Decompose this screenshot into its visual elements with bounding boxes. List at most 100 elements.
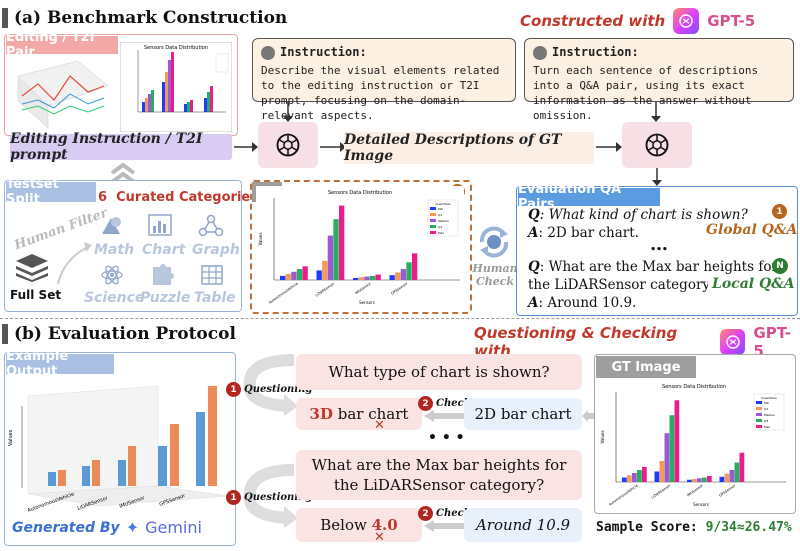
bar bbox=[280, 275, 286, 280]
bar bbox=[627, 475, 632, 482]
bar bbox=[296, 269, 303, 280]
bar bbox=[692, 479, 697, 482]
bar bbox=[654, 471, 660, 482]
bar bbox=[659, 461, 665, 482]
svg-text:Sensors Data Distribution: Sensors Data Distribution bbox=[144, 45, 208, 51]
legend-entry: Max bbox=[764, 425, 770, 429]
bar bbox=[664, 433, 670, 482]
gt-answer-2-text: Around 10.9 bbox=[475, 516, 571, 534]
instruction-1-body: Describe the visual elements related to … bbox=[261, 64, 500, 122]
answer-2-text: Below 4.0 bbox=[320, 516, 397, 534]
sample-score: Sample Score: 9/34≈26.47% bbox=[596, 520, 792, 535]
arrow-gpt1-to-desc bbox=[320, 142, 346, 152]
q2-text: : What are the Max bar heights for the L… bbox=[528, 259, 778, 293]
category-graph: Graph bbox=[192, 242, 240, 258]
legend-swatch bbox=[756, 419, 762, 422]
curved-arrow-icon bbox=[243, 464, 298, 528]
answer-1-bubble: 3D bar chart bbox=[296, 398, 422, 430]
global-qa-label: Global Q&A bbox=[706, 222, 798, 238]
question-2-bubble: What are the Max bar heights for the LiD… bbox=[296, 450, 582, 500]
y-axis-label: Values bbox=[258, 232, 263, 245]
bar-3d bbox=[48, 470, 66, 486]
openai-icon bbox=[276, 133, 300, 157]
legend-swatch bbox=[756, 425, 762, 428]
bar bbox=[697, 478, 702, 482]
a-label: A bbox=[528, 225, 539, 241]
arrow-to-gpt-1 bbox=[234, 142, 258, 152]
arrow-gpt2-down bbox=[652, 168, 662, 186]
category-chart: Chart bbox=[142, 242, 186, 258]
bar bbox=[411, 253, 418, 280]
bar bbox=[316, 270, 322, 280]
curve-arrow-icon bbox=[57, 242, 92, 285]
section-a-title: (a) Benchmark Construction bbox=[14, 8, 288, 28]
x-axis-label: Sensors bbox=[359, 300, 375, 305]
bar bbox=[369, 275, 376, 280]
answer-1-prefix: 3D bbox=[309, 405, 333, 423]
user-icon bbox=[533, 45, 547, 60]
testset-split-tag: Testset Split bbox=[6, 177, 96, 207]
detailed-descriptions-label: Detailed Descriptions of GT Image bbox=[344, 132, 562, 164]
detailed-descriptions-box: Detailed Descriptions of GT Image bbox=[344, 132, 594, 164]
graph-icon bbox=[198, 214, 224, 236]
section-a-marker bbox=[2, 8, 8, 28]
step-1-badge: 1 bbox=[226, 382, 241, 397]
bar-3d bbox=[158, 424, 179, 486]
legend-entry: Q1 bbox=[764, 407, 768, 411]
gt-chart: Sensors Data DistributionValuesSensorsAu… bbox=[256, 186, 464, 306]
chevron-up-icon bbox=[110, 162, 136, 184]
chart-title: Sensors Data Distribution bbox=[328, 190, 392, 196]
check-label: Check bbox=[436, 508, 471, 519]
step-2-badge: 2 bbox=[418, 396, 433, 411]
answer-2-prefix: Below bbox=[320, 516, 372, 534]
testset-split-panel bbox=[4, 180, 242, 312]
qa-q1: Q: What kind of chart is shown? bbox=[528, 206, 748, 224]
legend-title: Quantities bbox=[435, 202, 451, 206]
bar bbox=[702, 477, 707, 482]
answer-1-suffix: bar chart bbox=[332, 405, 409, 423]
instruction-box-1: Instruction: Describe the visual element… bbox=[252, 38, 516, 122]
generated-by-label: Generated By bbox=[12, 519, 120, 536]
instruction-2-body: Turn each sentence of descriptions into … bbox=[533, 64, 759, 122]
bar bbox=[669, 415, 675, 482]
bar bbox=[322, 260, 328, 280]
question-2-text: What are the Max bar heights for the LiD… bbox=[311, 456, 567, 494]
local-qa-label: Local Q&A bbox=[708, 276, 795, 292]
qa-badge-global: 1 bbox=[772, 204, 787, 219]
questioning-1: 1 Questioning bbox=[226, 382, 312, 397]
bar bbox=[375, 274, 381, 280]
qa-ellipsis: … bbox=[650, 234, 668, 255]
puzzle-icon bbox=[153, 264, 174, 285]
sample-score-value: 9/34≈26.47% bbox=[705, 520, 792, 535]
legend-box bbox=[753, 393, 785, 431]
bar bbox=[302, 266, 308, 280]
category-math: Math bbox=[94, 242, 135, 258]
bar bbox=[729, 470, 735, 482]
bar bbox=[400, 269, 407, 280]
gemini-label: Gemini bbox=[145, 518, 202, 537]
bar bbox=[687, 479, 692, 482]
example-output-tag: Example Output bbox=[6, 349, 114, 379]
gt-answer-1-text: 2D bar chart bbox=[474, 405, 572, 423]
bar bbox=[406, 262, 412, 280]
arrow-left-icon bbox=[424, 410, 464, 422]
bar bbox=[622, 477, 627, 482]
instruction-2-head: Instruction: bbox=[552, 45, 639, 59]
full-set-label: Full Set bbox=[10, 288, 62, 302]
bar bbox=[674, 400, 680, 482]
legend-entry: Q3 bbox=[764, 419, 768, 423]
q-label: Q bbox=[528, 207, 540, 223]
bar bbox=[389, 275, 395, 280]
math-icon bbox=[102, 217, 121, 234]
legend-swatch bbox=[430, 219, 436, 222]
gpt-node-2 bbox=[622, 122, 692, 168]
bar-3d bbox=[196, 386, 217, 486]
instruction-1-head: Instruction: bbox=[280, 45, 367, 59]
qa-pairs-panel bbox=[516, 186, 798, 316]
legend-swatch bbox=[756, 401, 762, 404]
curved-arrow-icon bbox=[243, 354, 298, 416]
q1-text: : What kind of chart is shown? bbox=[539, 207, 748, 223]
arrow-instruction-2-down bbox=[651, 102, 661, 122]
chart-icon bbox=[148, 214, 172, 236]
bar bbox=[637, 470, 642, 482]
